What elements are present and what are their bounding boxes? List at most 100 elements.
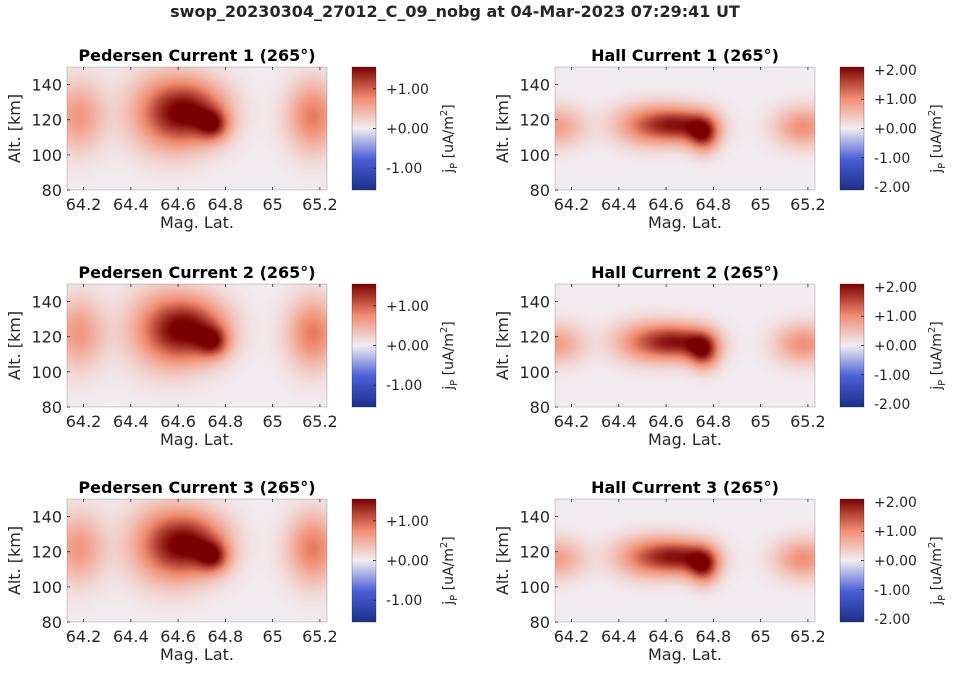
panel-5: Pedersen Current 3 (265°) 64.2 64.4 64.6 64.… xyxy=(5,478,460,664)
y-tick-label: 120 xyxy=(519,543,550,562)
colorbar-tick-label: -2.00 xyxy=(874,612,910,628)
axes-box xyxy=(66,66,328,191)
x-axis-label: Mag. Lat. xyxy=(160,213,234,232)
colorbar-label: jP [uA/m2] xyxy=(439,321,460,390)
colorbar xyxy=(839,66,865,191)
axes-box xyxy=(554,498,816,623)
colorbar-label-superscript: 2 xyxy=(927,110,938,116)
x-axis-label: Mag. Lat. xyxy=(160,645,234,664)
x-tick-label: 65.2 xyxy=(302,195,338,214)
x-tick-label: 64.8 xyxy=(208,195,244,214)
x-tick-label: 64.2 xyxy=(66,627,102,646)
colorbar-label: jP [uA/m2] xyxy=(439,536,460,605)
y-tick-label: 140 xyxy=(519,76,550,95)
colorbar-label-symbol: j xyxy=(441,386,457,391)
colorbar-tick-label: -2.00 xyxy=(874,397,910,413)
x-tick-label: 64.8 xyxy=(208,412,244,431)
x-tick-label: 64.8 xyxy=(696,412,732,431)
colorbar-label: jP [uA/m2] xyxy=(927,104,948,173)
panel-title: Hall Current 2 (265°) xyxy=(591,263,779,282)
figure-suptitle: swop_20230304_27012_C_09_nobg at 04-Mar-… xyxy=(170,2,740,21)
colorbar-label-symbol: j xyxy=(929,169,945,174)
colorbar-label-superscript: 2 xyxy=(927,327,938,333)
panel-6: Hall Current 3 (265°) 64.2 64.4 64.6 64.8 65 6… xyxy=(493,478,948,664)
y-tick-label: 140 xyxy=(31,508,62,527)
y-tick-label: 120 xyxy=(519,328,550,347)
x-tick-label: 65 xyxy=(262,412,282,431)
colorbar-tick-label: +0.00 xyxy=(386,554,429,570)
x-tick-label: 64.2 xyxy=(554,627,590,646)
colorbar-tick-label: -1.00 xyxy=(386,378,422,394)
x-tick-label: 64.6 xyxy=(160,412,196,431)
colorbar-tick-label: +0.00 xyxy=(386,122,429,138)
panel-3: Pedersen Current 2 (265°) 64.2 64.4 64.6 64.… xyxy=(5,263,460,449)
colorbar-label: jP [uA/m2] xyxy=(927,536,948,605)
y-tick-label: 100 xyxy=(31,146,62,165)
x-tick-label: 65.2 xyxy=(790,627,826,646)
colorbar-label-subscript: P xyxy=(937,380,948,386)
y-tick-label: 100 xyxy=(519,146,550,165)
x-tick-label: 64.6 xyxy=(160,195,196,214)
y-axis-label: Alt. [km] xyxy=(493,94,512,163)
colorbar-label-superscript: 2 xyxy=(439,110,450,116)
y-axis-label: Alt. [km] xyxy=(5,94,24,163)
x-tick-label: 64.6 xyxy=(648,412,684,431)
x-tick-label: 64.4 xyxy=(113,195,149,214)
x-tick-label: 64.2 xyxy=(66,195,102,214)
colorbar-label-end: ] xyxy=(929,321,945,326)
x-tick-label: 65 xyxy=(262,627,282,646)
colorbar-tick-label: +0.00 xyxy=(874,554,917,570)
y-axis-label: Alt. [km] xyxy=(5,311,24,380)
y-axis-label: Alt. [km] xyxy=(5,526,24,595)
y-tick-label: 100 xyxy=(31,363,62,382)
x-tick-label: 64.8 xyxy=(696,195,732,214)
y-tick-label: 140 xyxy=(31,293,62,312)
y-tick-label: 80 xyxy=(42,613,62,632)
x-tick-label: 64.8 xyxy=(208,627,244,646)
colorbar-tick-label: +1.00 xyxy=(874,524,917,540)
colorbar-label-superscript: 2 xyxy=(439,327,450,333)
panel-title: Pedersen Current 3 (265°) xyxy=(78,478,315,497)
y-tick-label: 80 xyxy=(530,398,550,417)
colorbar-label-end: ] xyxy=(441,104,457,109)
x-tick-label: 65 xyxy=(750,627,770,646)
colorbar-label-superscript: 2 xyxy=(927,542,938,548)
y-tick-label: 100 xyxy=(519,578,550,597)
colorbar-label-end: ] xyxy=(929,104,945,109)
panels-group: Pedersen Current 1 (265°) 64.2 64.4 64.6 64.… xyxy=(5,46,948,664)
x-tick-label: 65.2 xyxy=(302,627,338,646)
y-tick-label: 100 xyxy=(31,578,62,597)
axes-box xyxy=(554,283,816,408)
colorbar-label-symbol: j xyxy=(929,386,945,391)
y-tick-label: 100 xyxy=(519,363,550,382)
colorbar-tick-label: +1.00 xyxy=(386,82,429,98)
colorbar-tick-label: -1.00 xyxy=(874,151,910,167)
colorbar xyxy=(351,66,377,191)
panel-title: Hall Current 3 (265°) xyxy=(591,478,779,497)
heatmap-image xyxy=(67,284,327,407)
panel-2: Hall Current 1 (265°) 64.2 64.4 64.6 64.8 65 6… xyxy=(493,46,948,232)
x-tick-label: 65 xyxy=(262,195,282,214)
colorbar-tick-label: -1.00 xyxy=(874,583,910,599)
heatmap-image xyxy=(555,499,815,622)
colorbar-tick-label: +0.00 xyxy=(874,122,917,138)
colorbar-label-superscript: 2 xyxy=(439,542,450,548)
colorbar-label-end: ] xyxy=(929,536,945,541)
heatmap-image xyxy=(67,499,327,622)
colorbar xyxy=(839,498,865,623)
colorbar-label: jP [uA/m2] xyxy=(439,104,460,173)
colorbar-label-end: ] xyxy=(441,536,457,541)
x-tick-label: 65.2 xyxy=(790,412,826,431)
x-tick-label: 65.2 xyxy=(302,412,338,431)
y-tick-label: 120 xyxy=(519,111,550,130)
y-axis-label: Alt. [km] xyxy=(493,311,512,380)
colorbar-label-unit: [uA/m xyxy=(441,548,457,595)
x-tick-label: 64.2 xyxy=(554,412,590,431)
x-tick-label: 65 xyxy=(750,412,770,431)
x-tick-label: 64.4 xyxy=(113,627,149,646)
colorbar-label-symbol: j xyxy=(441,169,457,174)
colorbar-tick-label: +1.00 xyxy=(874,309,917,325)
colorbar xyxy=(351,498,377,623)
colorbar xyxy=(351,283,377,408)
